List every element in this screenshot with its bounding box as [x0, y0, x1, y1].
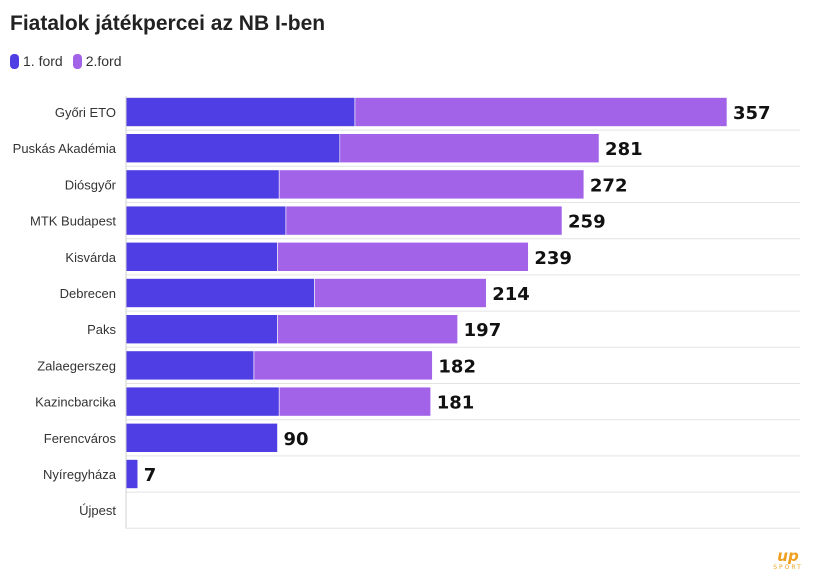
legend-item-series-1: 1. ford — [10, 53, 63, 69]
bar-segment-1-ford — [125, 133, 341, 163]
bar-segment-2-ford — [277, 314, 458, 345]
legend-item-series-2: 2.ford — [72, 53, 122, 69]
bar-segment-2-ford — [278, 169, 585, 200]
bar-segment-1-ford — [125, 314, 278, 345]
brand-logo: up SPORT — [772, 548, 804, 572]
total-label: 214 — [492, 284, 530, 305]
chart-title: Fiatalok játékpercei az NB I-ben — [10, 12, 326, 35]
total-label: 7 — [144, 465, 157, 486]
bar-segment-1-ford — [125, 386, 280, 417]
bar-segment-2-ford — [314, 278, 487, 308]
category-label: Kisvárda — [65, 250, 116, 265]
bar-segment-1-ford — [125, 205, 287, 236]
brand-logo-mark: up — [777, 547, 799, 565]
total-label: 239 — [534, 248, 572, 269]
category-label: Nyíregyháza — [43, 467, 117, 482]
bar-segment-2-ford — [339, 133, 600, 163]
bar-segment-1-ford — [125, 350, 255, 381]
category-label: Kazincbarcika — [35, 395, 117, 410]
brand-logo-text: SPORT — [773, 564, 803, 571]
legend-swatch-series-1 — [10, 53, 19, 69]
bar-segment-1-ford — [125, 422, 278, 453]
total-label: 182 — [438, 356, 476, 377]
bar-segment-1-ford — [125, 169, 280, 200]
category-label: Zalaegerszeg — [37, 358, 116, 373]
legend-swatch-series-2 — [72, 53, 82, 69]
category-label: Diósgyőr — [65, 177, 117, 192]
legend-label-series-1: 1. ford — [23, 53, 63, 69]
total-label: 281 — [605, 139, 643, 160]
bar-segment-2-ford — [253, 350, 433, 381]
bar-segment-1-ford — [125, 97, 356, 127]
total-label: 259 — [568, 212, 606, 233]
total-label: 90 — [284, 429, 309, 450]
total-label: 357 — [733, 103, 771, 124]
category-label: Debrecen — [60, 286, 116, 301]
category-label: Ferencváros — [44, 431, 117, 446]
bar-segment-2-ford — [354, 97, 728, 127]
legend-label-series-2: 2.ford — [85, 53, 122, 69]
category-label: Paks — [87, 322, 116, 337]
category-label: Puskás Akadémia — [13, 141, 117, 156]
total-label: 181 — [437, 393, 475, 414]
total-label: 197 — [464, 320, 502, 341]
bar-segment-1-ford — [125, 459, 139, 489]
category-label: Újpest — [79, 503, 116, 518]
bar-segment-2-ford — [285, 205, 563, 236]
total-label: 272 — [590, 175, 628, 196]
legend: 1. ford 2.ford — [10, 53, 132, 69]
category-label: Győri ETO — [55, 105, 116, 120]
bar-segment-2-ford — [277, 242, 529, 272]
bar-segment-1-ford — [125, 278, 315, 308]
bar-segment-2-ford — [278, 386, 432, 417]
category-label: MTK Budapest — [30, 214, 116, 229]
bar-segment-1-ford — [125, 242, 278, 272]
